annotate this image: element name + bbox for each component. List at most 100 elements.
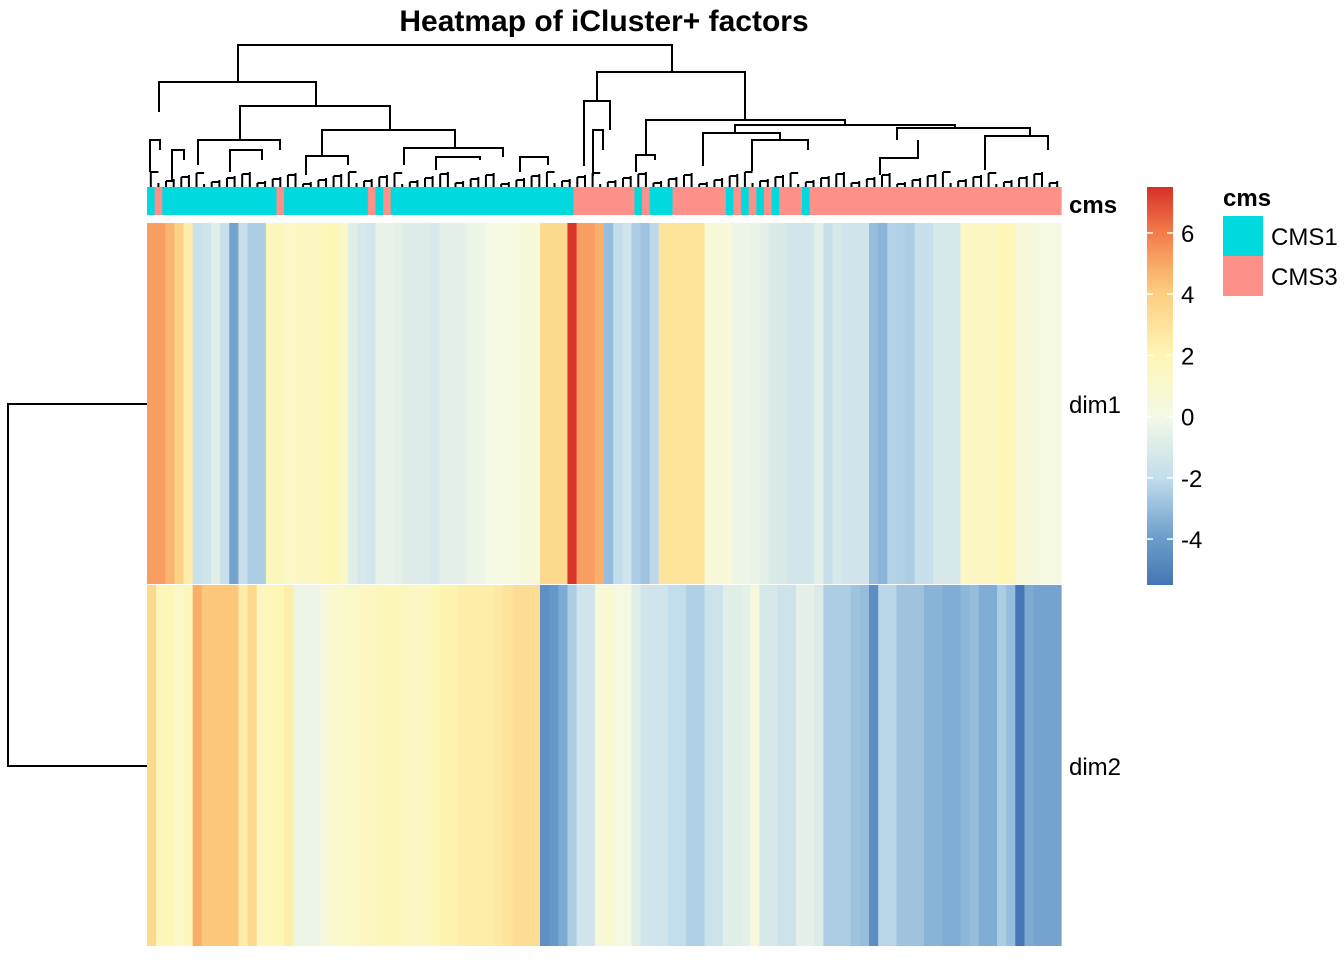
heatmap-dim1-cell xyxy=(558,223,569,584)
annotation-cell xyxy=(969,187,978,215)
heatmap-dim2-cell xyxy=(238,585,249,946)
heatmap-dim2-cell xyxy=(841,585,852,946)
row-label-dim1: dim1 xyxy=(1069,392,1121,419)
heatmap-dim2-cell xyxy=(759,585,770,946)
scale-tick-label: -4 xyxy=(1181,527,1202,554)
annotation-cell xyxy=(718,187,727,215)
heatmap-dim2-cell xyxy=(878,585,888,946)
heatmap-dim1-cell xyxy=(229,223,239,584)
annotation-cell xyxy=(954,187,963,215)
annotation-cell xyxy=(809,187,818,215)
heatmap-dim1-cell xyxy=(549,223,559,584)
heatmap-dim1-cell xyxy=(402,223,413,584)
row-dendrogram xyxy=(7,403,147,767)
heatmap-dim1-cell xyxy=(722,223,733,584)
heatmap-dim1-cell xyxy=(878,223,888,584)
heatmap-dim2-cell xyxy=(466,585,477,946)
column-dendrogram-link xyxy=(229,149,263,172)
annotation-cell xyxy=(360,187,369,215)
scale-tick-label: 2 xyxy=(1181,343,1194,370)
heatmap-dim2-cell xyxy=(805,585,815,946)
heatmap-dim2-cell xyxy=(256,585,267,946)
annotation-cell xyxy=(192,187,201,215)
annotation-cell xyxy=(794,187,803,215)
heatmap-dim2-cell xyxy=(357,585,367,946)
annotation-cell xyxy=(1038,187,1047,215)
annotation-cell xyxy=(154,187,163,215)
heatmap-dim1-cell xyxy=(238,223,249,584)
annotation-cell xyxy=(314,187,323,215)
heatmap-dim2-cell xyxy=(476,585,486,946)
heatmap-dim1-cell xyxy=(640,223,651,584)
heatmap-dim2-cell xyxy=(722,585,733,946)
heatmap-dim2-cell xyxy=(997,585,1007,946)
heatmap-dim2-cell xyxy=(156,585,166,946)
annotation-cell xyxy=(939,187,948,215)
annotation-cell xyxy=(497,187,506,215)
annotation-cell xyxy=(215,187,224,215)
annotation-cell xyxy=(268,187,278,215)
annotation-cell xyxy=(543,187,552,215)
heatmap-dim2-cell xyxy=(914,585,925,946)
heatmap-dim1-cell xyxy=(713,223,724,584)
heatmap-dim1-cell xyxy=(476,223,486,584)
column-dendrogram-link xyxy=(635,154,656,172)
annotation-cell xyxy=(520,187,529,215)
heatmap-dim2-cell xyxy=(887,585,898,946)
heatmap-dim2-cell xyxy=(384,585,395,946)
annotation-cell xyxy=(908,187,917,215)
heatmap-dim2-cell xyxy=(686,585,696,946)
annotation-cell xyxy=(1000,187,1009,215)
heatmap-dim1-cell xyxy=(604,223,614,584)
annotation-cell xyxy=(413,187,422,215)
heatmap-dim1-cell xyxy=(503,223,514,584)
heatmap-dim2-cell xyxy=(741,585,751,946)
heatmap-dim2-cell xyxy=(933,585,943,946)
heatmap-dim2-cell xyxy=(402,585,413,946)
heatmap-dim2-cell xyxy=(439,585,450,946)
heatmap-dim2-cell xyxy=(622,585,633,946)
heatmap-dim1-cell xyxy=(293,223,303,584)
heatmap-dim1-cell xyxy=(686,223,696,584)
heatmap-dim1-cell xyxy=(201,223,212,584)
heatmap-dim2-cell xyxy=(640,585,651,946)
annotation-cell xyxy=(1015,187,1024,215)
heatmap-dim1-cell xyxy=(731,223,742,584)
heatmap-dim2-cell xyxy=(311,585,322,946)
column-dendrogram-link xyxy=(435,156,481,170)
heatmap-dim1-cell xyxy=(512,223,523,584)
heatmap-dim2-cell xyxy=(896,585,907,946)
heatmap-dim1-cell xyxy=(466,223,477,584)
column-dendrogram-link xyxy=(596,71,746,120)
annotation-cell xyxy=(383,187,392,215)
annotation-cell xyxy=(619,187,628,215)
heatmap-dim1-cell xyxy=(887,223,898,584)
heatmap-dim1-cell xyxy=(841,223,852,584)
heatmap-dim1-cell xyxy=(951,223,962,584)
heatmap-dim1-cell xyxy=(750,223,760,584)
heatmap-dim2-cell xyxy=(649,585,660,946)
heatmap-dim1-cell xyxy=(147,223,157,584)
annotation-cell xyxy=(345,187,354,215)
column-dendrogram-link xyxy=(645,119,846,155)
annotation-cell xyxy=(306,187,316,215)
heatmap-dim1-cell xyxy=(210,223,221,584)
heatmap-dim2-cell xyxy=(540,585,550,946)
heatmap-dim1-cell xyxy=(265,223,276,584)
heatmap-dim1-cell xyxy=(494,223,505,584)
annotation-cell xyxy=(649,187,658,215)
legend-swatch-cms3 xyxy=(1223,256,1263,296)
heatmap-dim2-cell xyxy=(987,585,998,946)
heatmap-dim2-cell xyxy=(375,585,386,946)
heatmap-dim1-cell xyxy=(695,223,706,584)
annotation-cell xyxy=(329,187,339,215)
annotation-cell xyxy=(230,187,239,215)
heatmap-dim2-cell xyxy=(604,585,614,946)
heatmap-dim1-cell xyxy=(914,223,925,584)
annotation-cell xyxy=(1045,187,1054,215)
heatmap-dim2-cell xyxy=(795,585,806,946)
heatmap-dim1-cell xyxy=(366,223,377,584)
heatmap-dim1-cell xyxy=(1015,223,1026,584)
heatmap-dim2-cell xyxy=(731,585,742,946)
